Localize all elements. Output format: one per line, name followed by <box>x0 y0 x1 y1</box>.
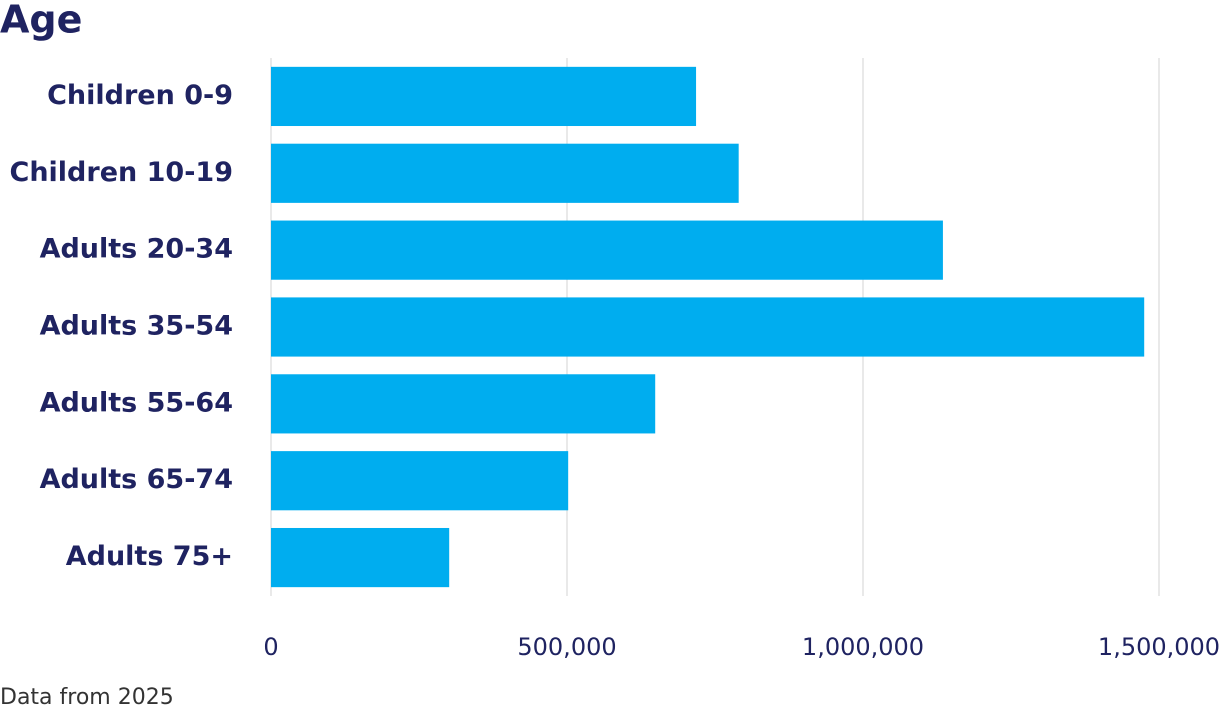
bar <box>271 220 943 280</box>
bar <box>271 143 739 203</box>
y-tick-label: Adults 20-34 <box>40 234 233 265</box>
bar <box>271 374 656 434</box>
x-tick-label: 500,000 <box>517 633 616 661</box>
y-tick-label: Adults 75+ <box>66 541 233 572</box>
y-tick-label: Adults 35-54 <box>40 311 233 342</box>
chart-note: Data from 2025 <box>0 685 174 710</box>
y-tick-label: Adults 65-74 <box>40 464 233 495</box>
y-tick-label: Children 0-9 <box>47 80 233 111</box>
bar <box>271 66 697 127</box>
bar <box>271 297 1145 357</box>
bar <box>271 527 450 588</box>
y-tick-label: Children 10-19 <box>10 157 233 188</box>
x-tick-label: 1,500,000 <box>1098 633 1220 661</box>
x-tick-label: 1,000,000 <box>802 633 924 661</box>
chart-title: Age <box>0 0 82 42</box>
x-tick-label: 0 <box>263 633 278 661</box>
bar <box>271 451 569 511</box>
y-tick-label: Adults 55-64 <box>40 387 233 418</box>
